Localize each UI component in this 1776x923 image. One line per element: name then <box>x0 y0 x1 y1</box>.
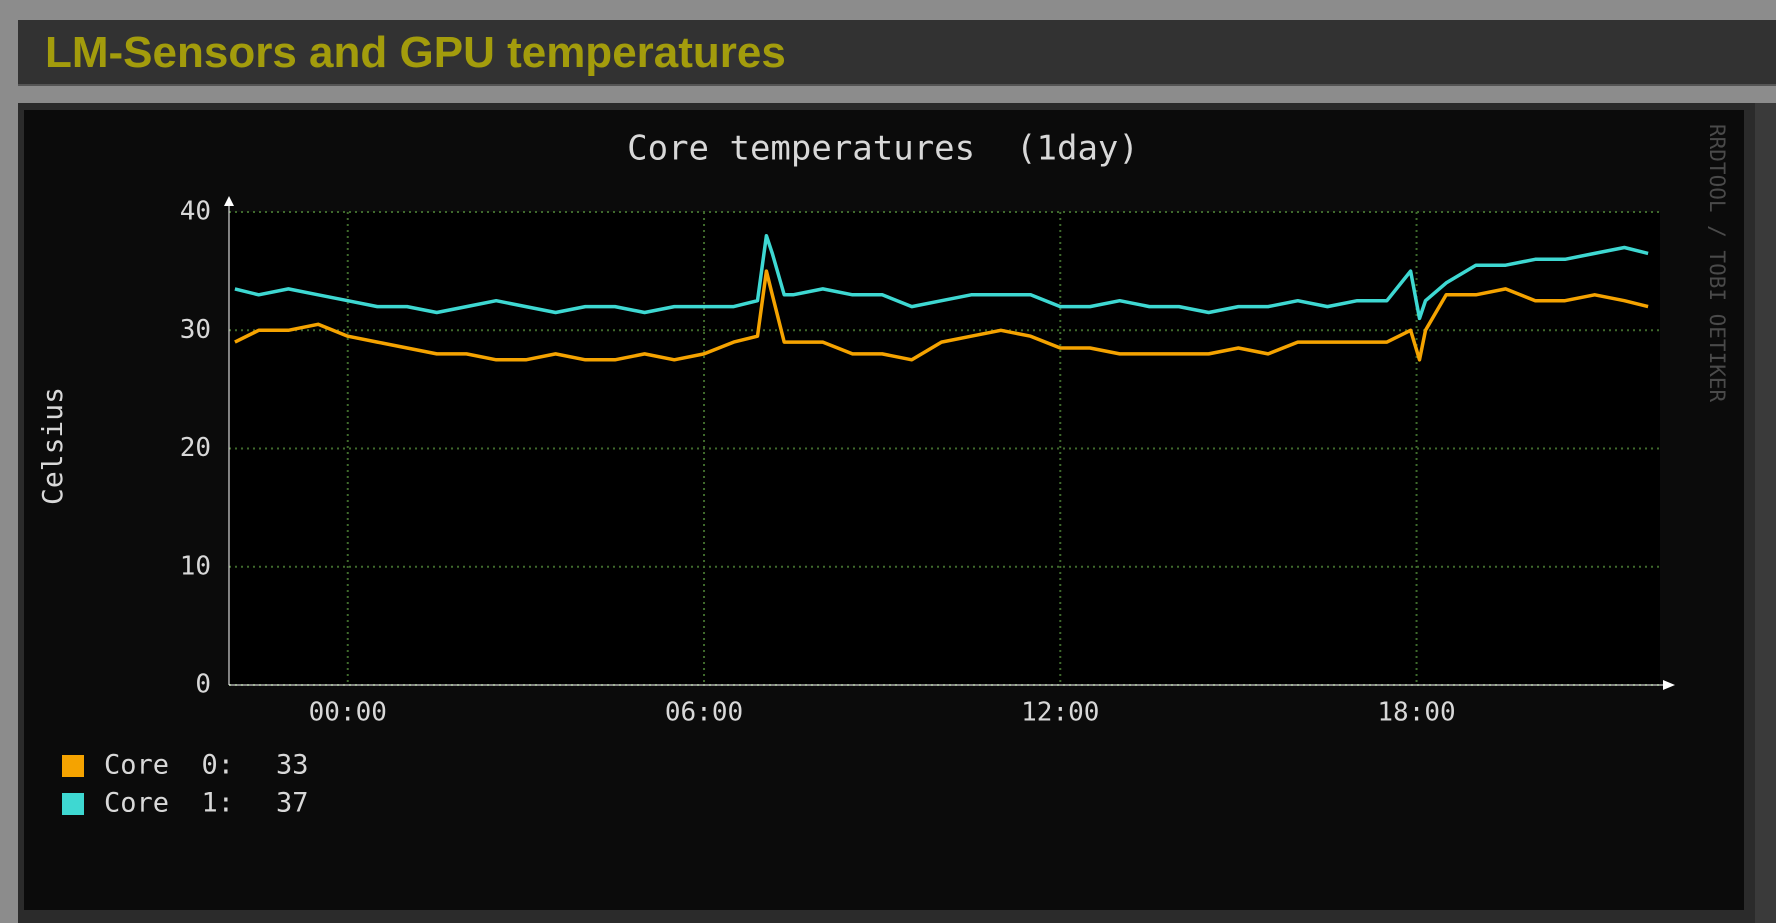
legend-label: Core 0: <box>104 750 234 781</box>
y-tick-label: 10 <box>180 551 211 581</box>
x-tick-label: 12:00 <box>1021 698 1099 728</box>
legend-value: 37 <box>276 788 309 819</box>
legend-swatch <box>62 755 84 777</box>
y-tick-label: 20 <box>180 433 211 463</box>
panel-title: LM-Sensors and GPU temperatures <box>45 28 786 77</box>
x-tick-label: 18:00 <box>1377 698 1455 728</box>
y-tick-label: 0 <box>195 670 211 700</box>
legend-label: Core 1: <box>104 788 234 819</box>
y-axis-label: Celsius <box>36 387 69 505</box>
axis-arrow <box>1663 680 1675 690</box>
y-tick-label: 40 <box>180 197 211 227</box>
panel-header: LM-Sensors and GPU temperatures <box>18 20 1776 86</box>
watermark: RRDTOOL / TOBI OETIKER <box>1705 124 1729 403</box>
data-line <box>234 269 1649 362</box>
axis-arrow <box>224 196 234 206</box>
x-tick-label: 06:00 <box>665 698 743 728</box>
data-line <box>234 233 1649 321</box>
legend-value: 33 <box>276 750 309 781</box>
x-tick-label: 00:00 <box>309 698 387 728</box>
chart-title: Core temperatures (1day) <box>627 129 1139 169</box>
y-tick-label: 30 <box>180 315 211 345</box>
scrollbar <box>1755 103 1776 923</box>
legend-swatch <box>62 793 84 815</box>
